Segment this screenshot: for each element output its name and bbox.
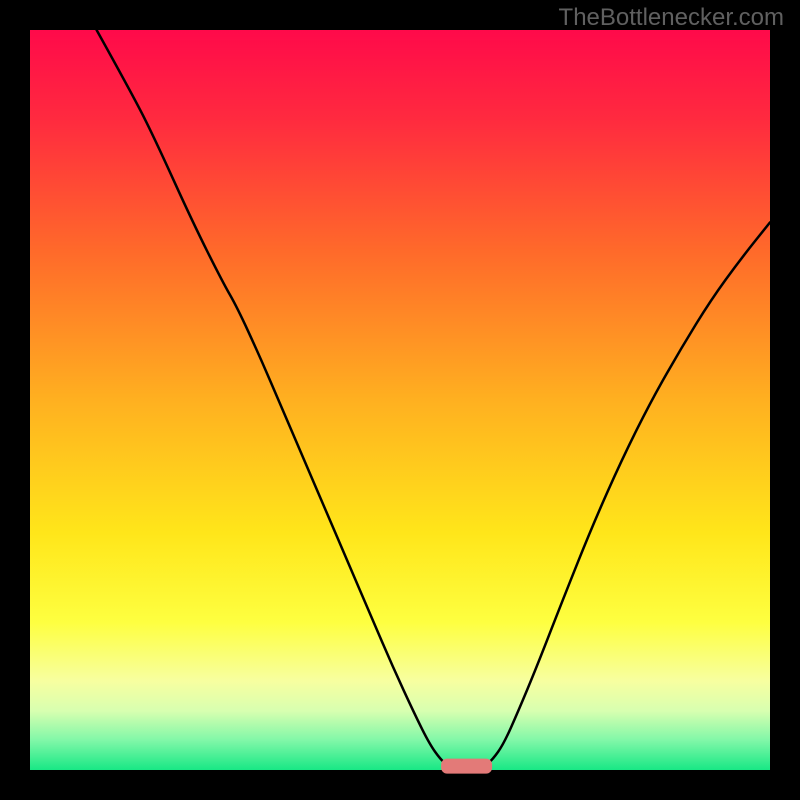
- curve-svg: [30, 30, 770, 770]
- bottleneck-curve: [97, 30, 770, 768]
- watermark-text: TheBottlenecker.com: [559, 4, 784, 32]
- plot-area: [30, 30, 770, 770]
- chart-stage: TheBottlenecker.com: [0, 0, 800, 800]
- optimal-marker: [441, 759, 493, 774]
